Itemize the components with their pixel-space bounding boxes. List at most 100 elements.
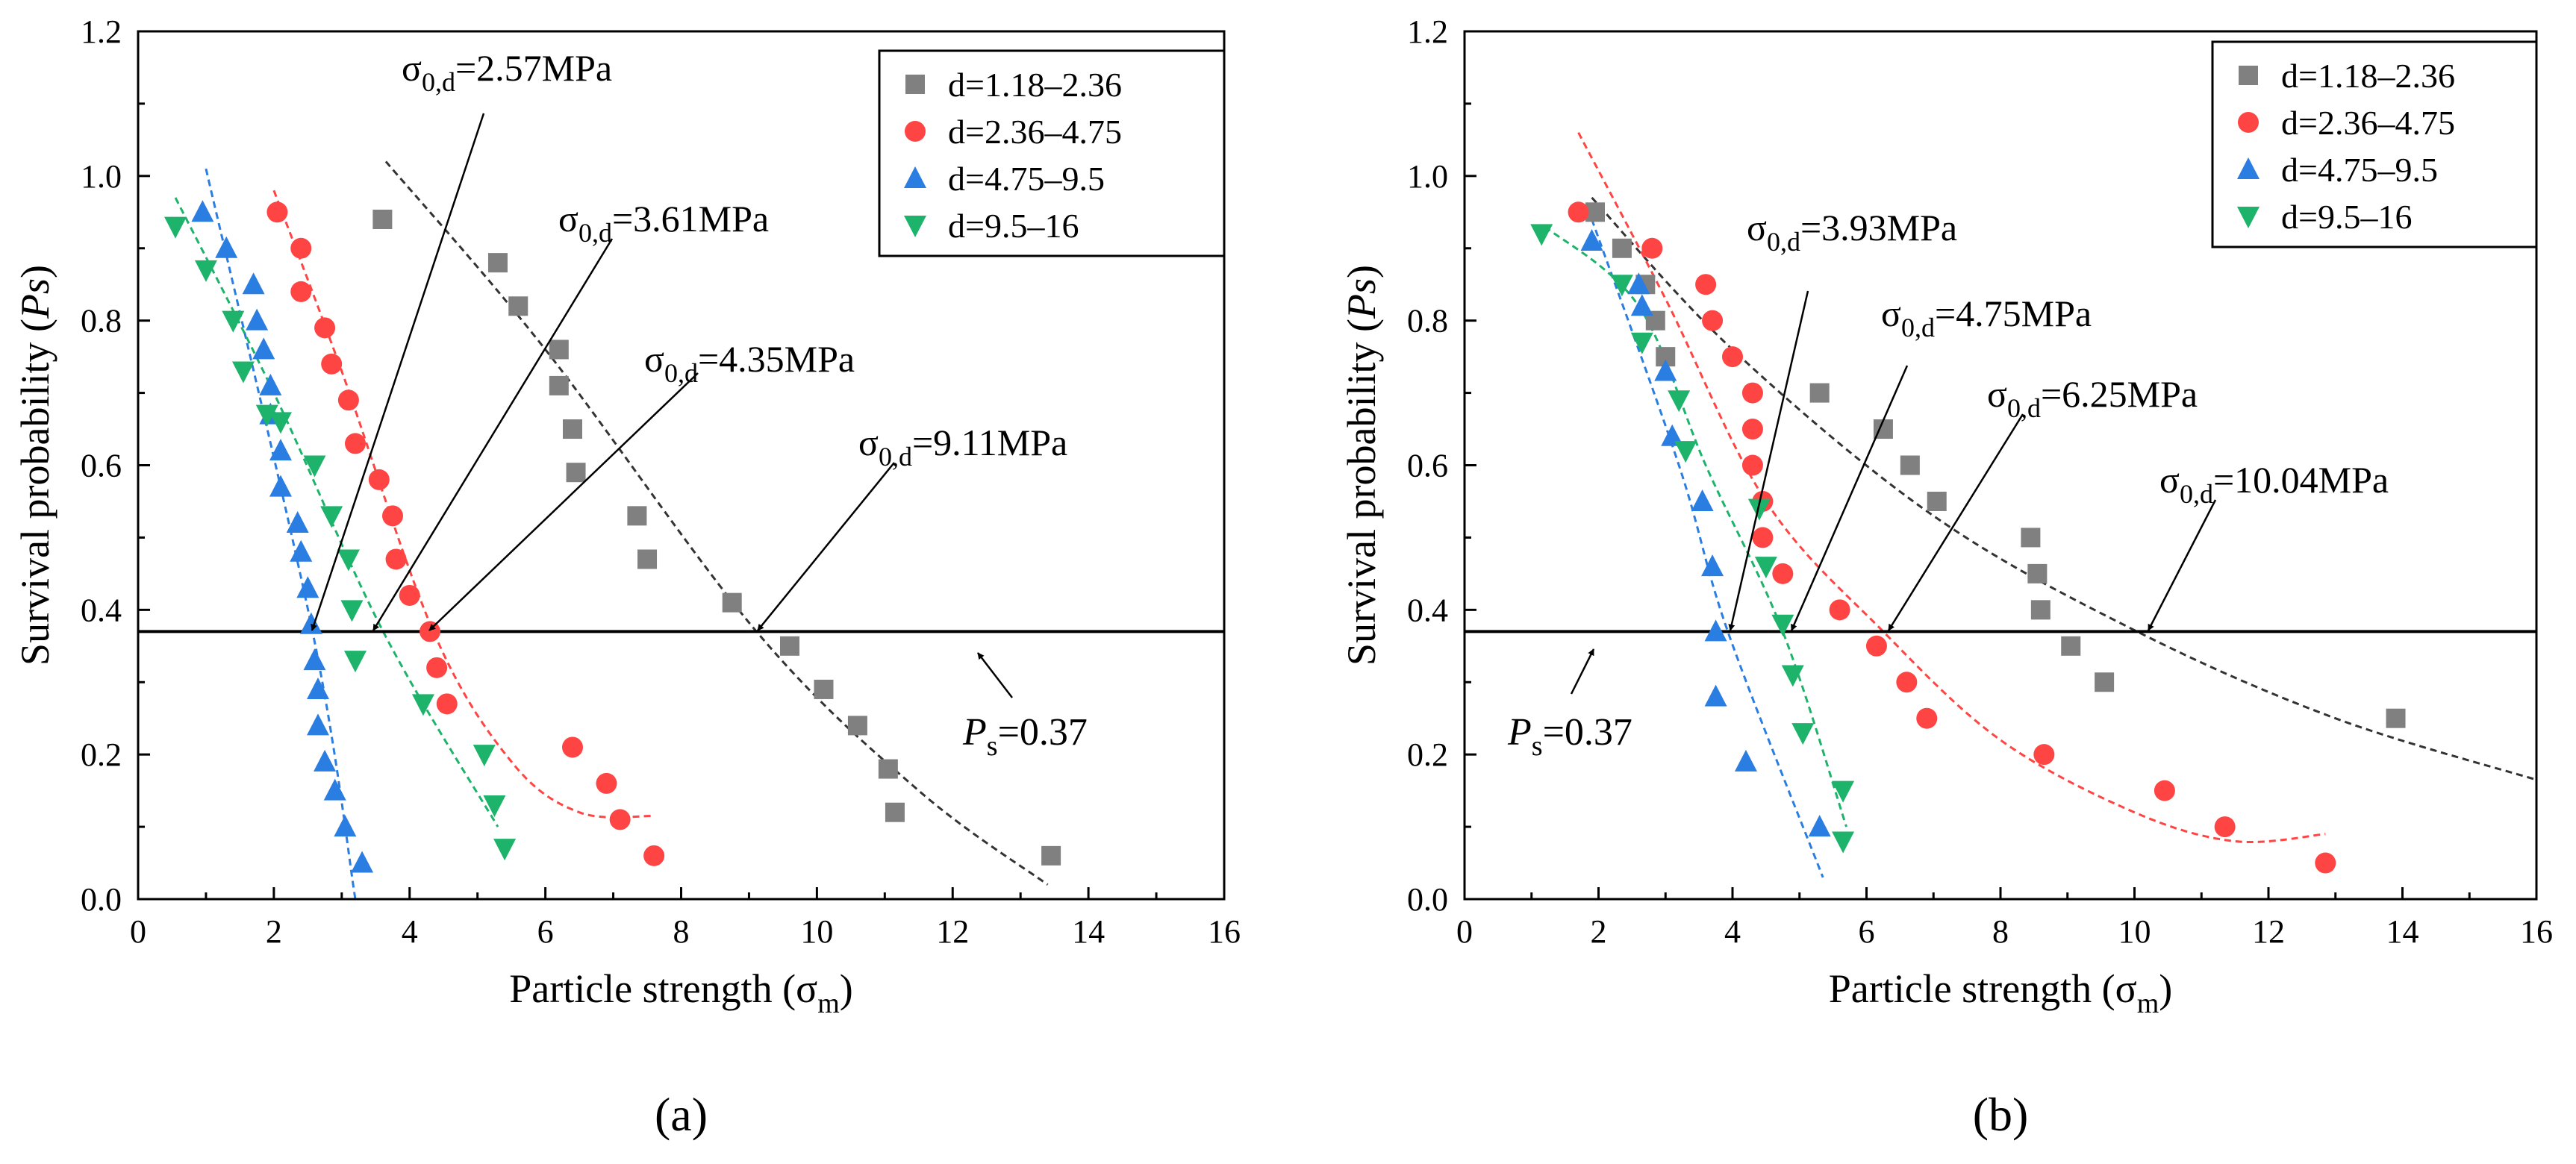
data-point (314, 317, 336, 339)
series-3 (1530, 224, 1855, 854)
series-2 (191, 200, 374, 873)
data-point (1808, 815, 1831, 837)
data-point (847, 716, 867, 736)
data-point (493, 839, 517, 861)
annotation-arrow-3 (2147, 499, 2217, 631)
data-point (426, 657, 448, 678)
reference-label: Ps=0.37 (962, 711, 1088, 762)
data-point (643, 845, 665, 866)
data-point (1722, 346, 1743, 368)
legend-label-3: d=9.5–16 (2281, 198, 2412, 236)
annotation-sigma: σ (1881, 292, 1901, 334)
data-point (596, 772, 617, 794)
data-point (2386, 708, 2406, 728)
data-point (323, 778, 346, 801)
data-point (885, 802, 905, 822)
data-point (351, 851, 374, 873)
data-point (563, 419, 582, 439)
data-point (1630, 332, 1653, 354)
fit-curve-0 (1591, 196, 2537, 781)
legend-marker-1 (905, 121, 926, 142)
data-point (1927, 491, 1947, 511)
data-point (1772, 563, 1794, 584)
annotation-arrow-0 (1728, 290, 1809, 631)
annotation-sigma: σ (1747, 207, 1767, 248)
data-point (420, 621, 441, 642)
data-point (1704, 684, 1727, 707)
data-point (1704, 619, 1727, 642)
x-tick-label: 0 (1456, 913, 1473, 950)
fit-curve-1 (1577, 131, 2326, 844)
y-tick-label: 1.0 (81, 158, 122, 195)
data-point (231, 361, 255, 384)
data-point (508, 296, 528, 316)
data-point (321, 353, 343, 375)
x-tick-label: 2 (266, 913, 282, 950)
data-point (483, 795, 506, 818)
data-point (1661, 424, 1684, 446)
y-axis-label-post: ) (13, 265, 57, 278)
annotation-sub: 0,d (2007, 393, 2041, 423)
x-tick-label: 0 (130, 913, 146, 950)
legend-marker-1 (2238, 112, 2259, 133)
data-point (2021, 528, 2041, 548)
data-point (303, 455, 326, 478)
y-tick-label: 0.2 (1407, 736, 1448, 773)
x-axis-label: Particle strength (σm) (1829, 966, 2173, 1019)
legend: d=1.18–2.36 d=2.36–4.75 d=4.75–9.5 d=9.5–16 (2211, 40, 2538, 248)
data-point (1691, 489, 1714, 511)
reference-arrow (977, 652, 1013, 698)
data-point (1701, 554, 1724, 577)
x-tick-label: 14 (1072, 913, 1105, 950)
data-point (1041, 845, 1061, 866)
x-tick-label: 4 (1724, 913, 1741, 950)
legend-label-3: d=9.5–16 (948, 207, 1079, 245)
annotation-sub: 0,d (578, 218, 612, 248)
data-point (306, 677, 329, 699)
annotation-2: σ0,d=4.35MPa (644, 338, 855, 388)
legend: d=1.18–2.36 d=2.36–4.75 d=4.75–9.5 d=9.5–16 (878, 49, 1226, 257)
data-point (1781, 665, 1804, 687)
data-point (2095, 672, 2115, 692)
data-point (2061, 636, 2081, 656)
data-point (814, 679, 834, 699)
annotation-sub: 0,d (664, 358, 698, 388)
annotation-0: σ0,d=3.93MPa (1747, 207, 1957, 257)
series-0 (1585, 202, 2406, 728)
data-point (1832, 831, 1855, 854)
data-point (266, 201, 288, 223)
data-point (269, 475, 292, 497)
legend-box (2211, 40, 2538, 248)
annotation-value: =3.61MPa (612, 198, 769, 240)
x-axis-label-sub: m (2137, 988, 2159, 1019)
series-2 (1580, 229, 1831, 837)
annotation-0: σ0,d=2.57MPa (402, 47, 612, 97)
x-tick-label: 2 (1591, 913, 1607, 950)
data-point (1896, 672, 1918, 693)
x-tick-label: 16 (2520, 913, 2553, 950)
data-point (1630, 294, 1653, 316)
annotation-sub: 0,d (879, 442, 912, 472)
y-tick-label: 0.8 (1407, 303, 1448, 340)
data-point (286, 511, 309, 534)
data-point (255, 404, 278, 427)
data-point (2030, 600, 2050, 620)
data-point (566, 463, 586, 483)
data-point (1568, 201, 1589, 223)
data-point (303, 648, 326, 671)
x-axis-label-end: ) (840, 966, 853, 1011)
y-tick-label: 0.6 (1407, 448, 1448, 484)
y-axis-label-italic: Ps (1339, 278, 1384, 319)
data-point (562, 736, 583, 758)
data-point (1900, 455, 1920, 475)
data-point (1747, 498, 1771, 521)
x-tick-label: 4 (402, 913, 418, 950)
data-point (1654, 359, 1677, 381)
data-point (215, 236, 238, 258)
data-point (2154, 780, 2175, 801)
y-axis-label-italic: Ps (13, 278, 57, 319)
data-point (314, 749, 337, 772)
y-tick-label: 0.4 (1407, 592, 1448, 628)
data-point (1741, 419, 1763, 440)
